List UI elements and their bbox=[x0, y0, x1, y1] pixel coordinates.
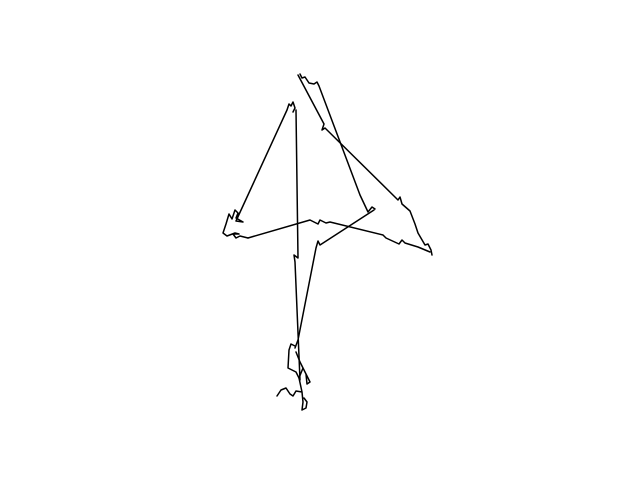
right-to-tail-stroke bbox=[294, 209, 375, 349]
wing-crossbar-stroke bbox=[247, 219, 431, 253]
central-spine-stroke bbox=[293, 109, 301, 381]
top-to-right-wing-stroke bbox=[299, 73, 376, 213]
left-wing-stroke bbox=[222, 101, 296, 239]
bottom-tail-stroke bbox=[276, 377, 308, 411]
tail-cluster-stroke bbox=[287, 343, 311, 385]
diagonal-to-far-right-stroke bbox=[297, 74, 433, 256]
